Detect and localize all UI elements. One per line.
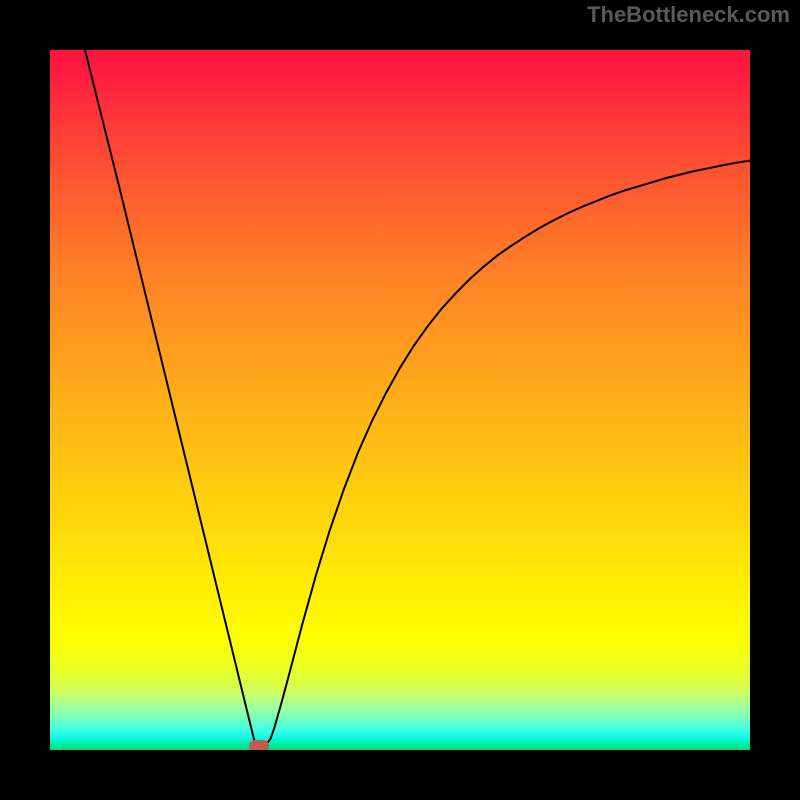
- plot-area: [50, 50, 750, 750]
- minimum-marker: [249, 740, 269, 750]
- bottleneck-curve: [50, 50, 750, 750]
- watermark-text: TheBottleneck.com: [587, 2, 790, 28]
- curve-path: [85, 50, 750, 747]
